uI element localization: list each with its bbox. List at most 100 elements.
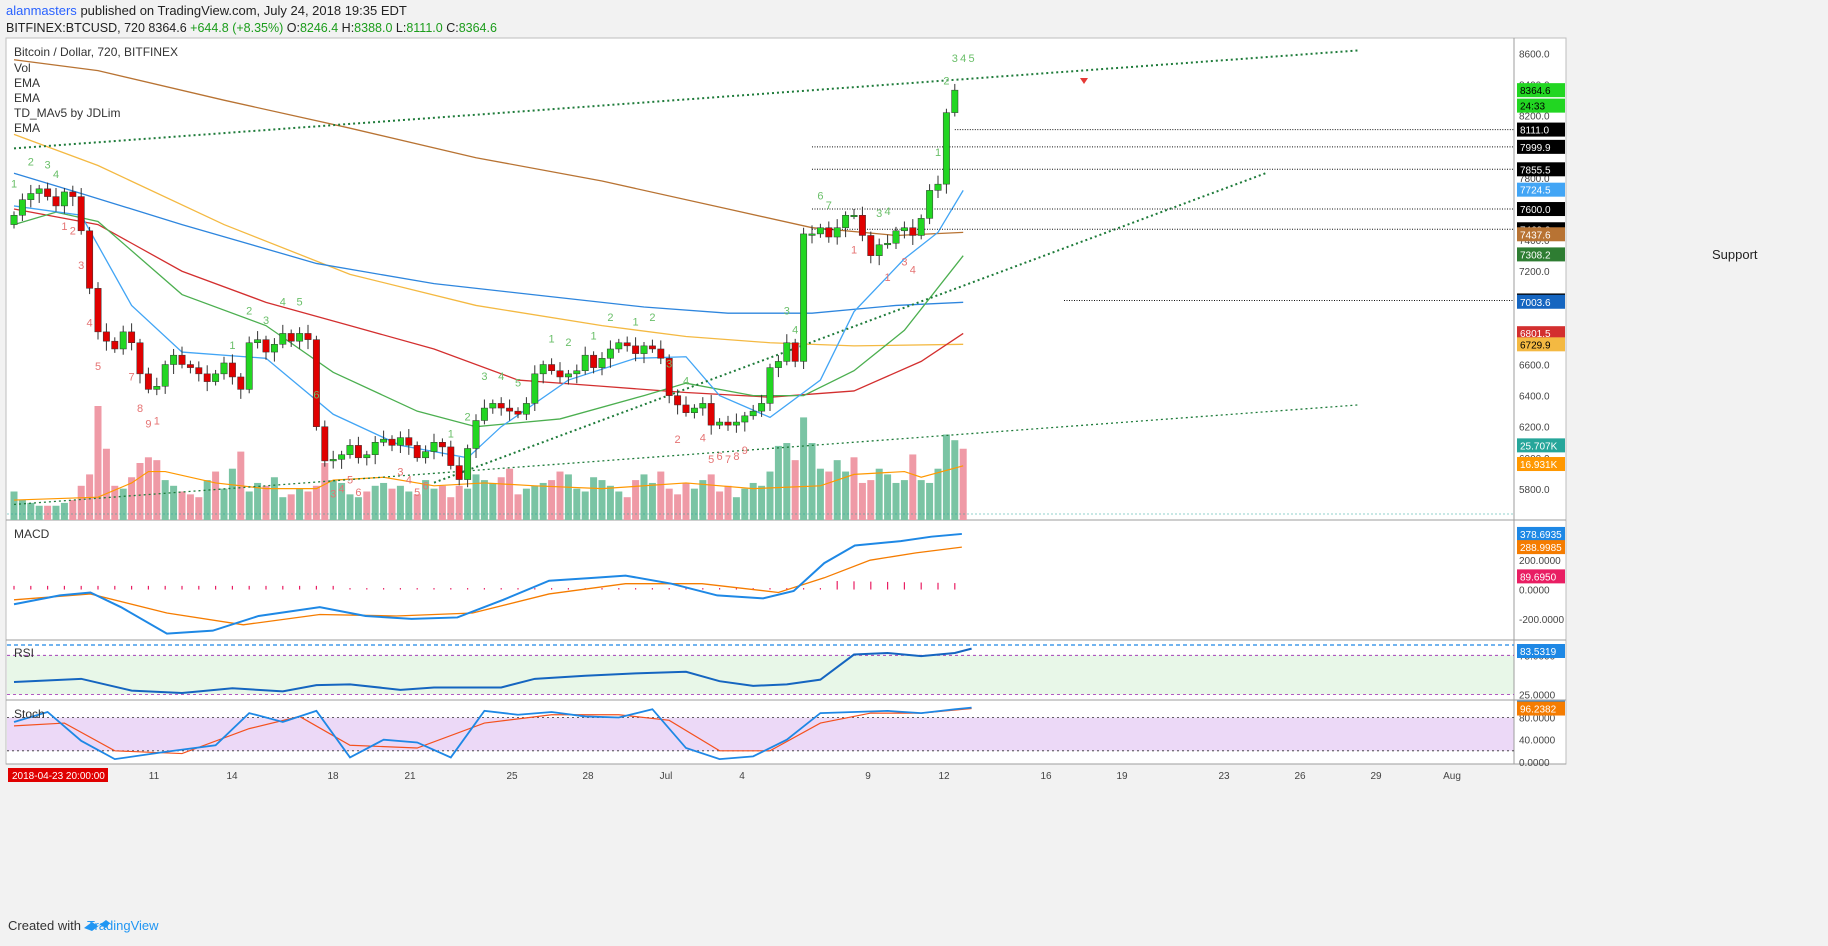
price-tick-label: 5800.0 [1519,485,1550,496]
volume-bar [354,497,362,520]
price-label-text: 8111.0 [1520,126,1550,137]
td-count-up: 4 [885,206,891,218]
candle-body [430,442,438,452]
candle-body [287,333,295,342]
volume-bar [934,468,942,520]
candle-body [842,215,850,228]
volume-bar [699,480,707,520]
volume-bar [774,445,782,520]
price-label-badge [1517,227,1565,242]
candle-body [522,403,530,415]
price-label-text: 7600.0 [1520,205,1551,216]
date-cursor-badge [8,768,108,782]
candle-body [833,227,841,238]
volume-bar [380,482,388,520]
date-tick-label: 11 [149,771,160,782]
chart-area [5,37,1567,765]
volume-bar [867,480,875,520]
candle-body [388,438,396,446]
volume-bar [825,471,833,520]
volume-bar [321,463,329,520]
td-count-up: 4 [498,371,504,383]
volume-bar [531,485,539,520]
candle-body [422,451,430,459]
price-label-text: 7003.6 [1520,298,1551,309]
price-tick-label: 6200.0 [1519,423,1550,434]
td-count-down: 8 [137,403,143,415]
date-tick-label: 29 [1370,771,1382,782]
candle-body [94,288,102,333]
td-count-up: 4 [280,296,286,308]
date-tick-label: Jul [660,771,673,782]
author-link[interactable]: alanmasters [6,3,77,18]
volume-bar [438,485,446,520]
td-count-up: 5 [297,296,303,308]
high-value: 8388.0 [354,21,393,35]
date-tick-label: Aug [1443,771,1461,782]
volume-bar [195,497,203,520]
volume-bar [77,485,85,520]
volume-bar [716,491,724,520]
volume-bar [926,482,934,520]
volume-bar [522,488,530,520]
candle-body [850,215,858,218]
price-label-badge [1517,182,1565,197]
candle-body [648,345,656,350]
symbol: BITFINEX:BTCUSD, 720 [6,21,145,35]
tradingview-brand[interactable]: TradingView [86,918,159,933]
candle-body [724,421,732,426]
legend-item: Vol [14,61,31,75]
volume-bar [220,488,228,520]
td-count-down: 3 [330,488,336,500]
td-count-down: 6 [355,487,361,499]
td-count-down: 5 [347,474,353,486]
candle-body [783,342,791,362]
price-label-text: 7855.5 [1520,165,1551,176]
stoch-d-line [13,707,972,755]
price-label-badge [1517,122,1565,137]
td-count-up: 2 [246,306,252,318]
candle-body [573,370,581,375]
td-count-down: 5 [414,487,420,499]
volume-bar [674,494,682,520]
candle-body [338,454,346,460]
volume-bar [270,477,278,520]
volume-bar [304,491,312,520]
volume-bar [186,494,194,520]
volume-bar [884,474,892,520]
td-count-down: 2 [675,434,681,446]
quote-line: BITFINEX:BTCUSD, 720 8364.6 +644.8 (+8.3… [6,21,497,35]
volume-bar [203,480,211,520]
high-label: H: [341,21,355,35]
ema-orange-line [13,133,964,347]
candle-body [598,358,606,368]
price-label-badge [1517,644,1565,658]
candle-body [77,196,85,232]
volume-bar [363,491,371,520]
price-label-badge [1517,569,1565,584]
td-count-down: 9 [742,445,748,457]
volume-bar [724,485,732,520]
candle-body [657,348,665,359]
candle-body [304,333,312,340]
rsi-band [7,655,1514,695]
support-annotation: Support [1712,247,1758,262]
volume-bar [758,485,766,520]
price-tick-label: 7800.0 [1519,174,1550,185]
td-count-up: 3 [666,359,672,371]
volume-bar [472,474,480,520]
candle-body [808,233,816,236]
candle-body [606,348,614,359]
open-label: O: [286,21,300,35]
candle-body [917,218,925,236]
volume-bar [623,497,631,520]
price-tick-label: 6400.0 [1519,392,1550,403]
price-label-text: 16.931K [1520,460,1558,471]
price-label-text: 83.5319 [1520,647,1557,658]
price-label-badge [1517,438,1565,453]
macd-tick-label: 0.0000 [1519,586,1550,597]
volume-bar [900,480,908,520]
rsi-tick-label: 25.0000 [1519,691,1556,702]
candle-body [942,112,950,185]
